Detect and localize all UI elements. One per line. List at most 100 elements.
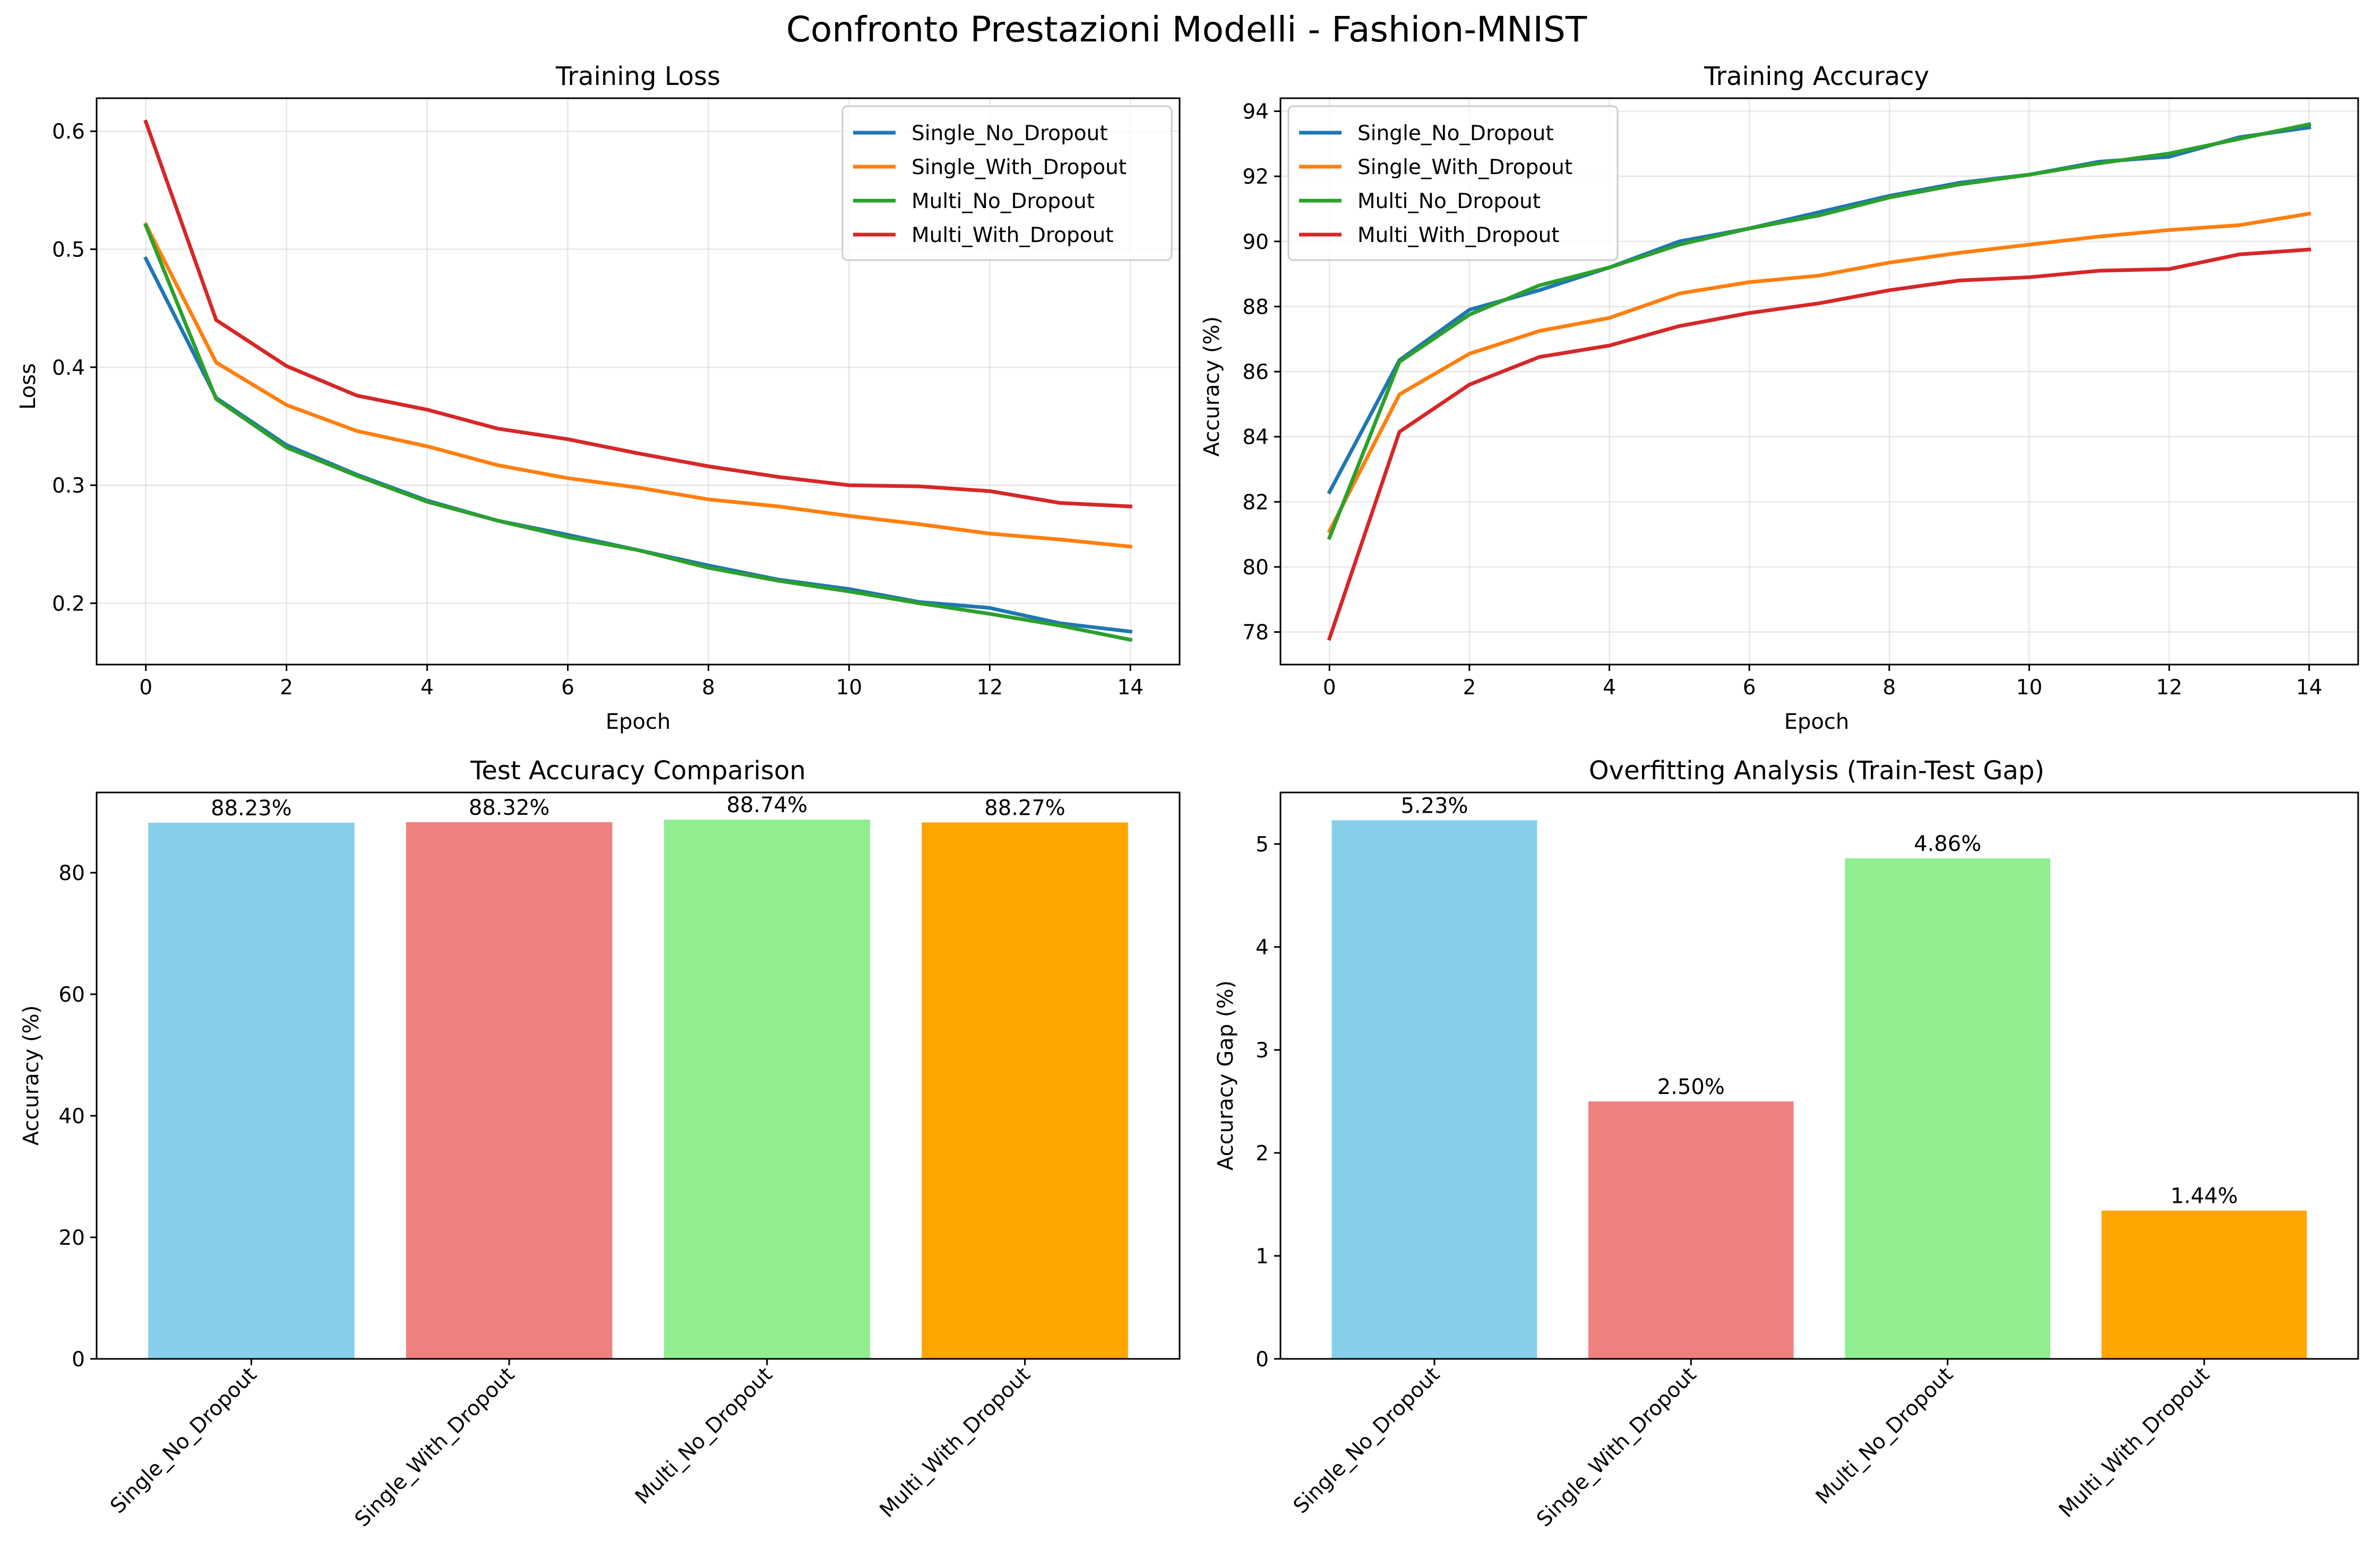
overfitting-ylabel: Accuracy Gap (%) (1214, 980, 1238, 1170)
loss-series-single-no-dropout (143, 256, 1133, 634)
test-accuracy-y-tick-label: 0 (72, 1348, 85, 1372)
accuracy-y-tick-label: 90 (1242, 230, 1269, 254)
overfitting-bar-value-label: 2.50% (1657, 1075, 1725, 1099)
accuracy-y-tick-label: 86 (1242, 360, 1269, 384)
loss-x-tick-label: 14 (1117, 676, 1143, 700)
accuracy-x-tick-label: 4 (1603, 676, 1616, 700)
accuracy-x-tick-label: 8 (1882, 676, 1896, 700)
accuracy-series-single-with-dropout (1327, 211, 2311, 534)
training-accuracy-ylabel: Accuracy (%) (1200, 316, 1224, 457)
accuracy-legend-label: Single_No_Dropout (1357, 122, 1554, 145)
loss-legend-label: Single_With_Dropout (912, 156, 1127, 179)
overfitting-x-tick-label: Multi_With_Dropout (2054, 1363, 2214, 1522)
training-loss-ylabel: Loss (16, 363, 40, 410)
training-accuracy-xlabel: Epoch (1784, 710, 1849, 734)
test-accuracy-bar-multi-with-dropout (922, 822, 1128, 1359)
overfitting-bar-multi-with-dropout (2101, 1210, 2307, 1359)
accuracy-legend-label: Multi_No_Dropout (1357, 189, 1541, 213)
overfitting-y-tick-label: 5 (1256, 833, 1269, 857)
loss-x-tick-label: 10 (836, 676, 863, 700)
test-accuracy-x-tick-label: Multi_With_Dropout (875, 1363, 1035, 1522)
test-accuracy-bar-value-label: 88.74% (727, 793, 808, 817)
overfitting-bar-single-with-dropout (1588, 1101, 1794, 1359)
test-accuracy-bar-single-with-dropout (406, 822, 613, 1359)
accuracy-y-tick-label: 94 (1242, 100, 1269, 124)
overfitting-x-tick-label: Single_With_Dropout (1532, 1363, 1701, 1531)
test-accuracy-bar-value-label: 88.32% (469, 796, 550, 820)
overfitting-bar-value-label: 4.86% (1914, 832, 1981, 856)
accuracy-series-multi-no-dropout (1327, 122, 2311, 540)
overfitting-plot-frame (1279, 791, 2359, 1360)
test-accuracy-plot-frame (96, 791, 1181, 1360)
accuracy-y-tick-label: 78 (1242, 621, 1269, 645)
overfitting-bar-multi-no-dropout (1845, 858, 2050, 1359)
loss-legend-label: Multi_With_Dropout (912, 223, 1114, 247)
training-accuracy-title: Training Accuracy (1704, 62, 1929, 91)
loss-y-tick-label: 0.6 (52, 120, 85, 144)
loss-x-tick-label: 0 (139, 676, 152, 700)
training-loss-panel: Training Loss Epoch Loss 0 2 4 6 8 10 12 14 0.2 0… (16, 62, 1181, 734)
loss-x-tick-label: 2 (280, 676, 293, 700)
loss-y-tick-label: 0.3 (52, 474, 85, 498)
accuracy-y-tick-label: 84 (1242, 426, 1269, 450)
loss-y-tick-label: 0.4 (52, 356, 85, 380)
accuracy-legend-label: Multi_With_Dropout (1357, 223, 1560, 247)
loss-legend-label: Single_No_Dropout (912, 122, 1108, 145)
loss-x-tick-label: 4 (420, 676, 434, 700)
test-accuracy-y-tick-label: 60 (58, 983, 85, 1007)
overfitting-y-tick-label: 0 (1256, 1348, 1269, 1372)
loss-y-tick-label: 0.5 (52, 238, 85, 262)
accuracy-legend-box (1287, 105, 1619, 261)
overfitting-x-tick-label: Multi_No_Dropout (1811, 1363, 1958, 1509)
overfitting-x-tick-label: Single_No_Dropout (1289, 1363, 1445, 1518)
overfitting-y-tick-label: 1 (1256, 1245, 1269, 1269)
test-accuracy-y-tick-label: 40 (58, 1105, 85, 1128)
accuracy-x-tick-label: 0 (1323, 676, 1336, 700)
training-loss-xlabel: Epoch (606, 710, 670, 734)
accuracy-y-tick-label: 80 (1242, 556, 1269, 580)
test-accuracy-y-tick-label: 80 (58, 861, 85, 885)
overfitting-panel: Overfitting Analysis (Train-Test Gap) Ac… (1214, 756, 2359, 1532)
overfitting-y-tick-label: 4 (1256, 936, 1269, 960)
test-accuracy-bar-single-no-dropout (148, 822, 355, 1359)
accuracy-x-tick-label: 6 (1743, 676, 1756, 700)
loss-legend-box (841, 105, 1173, 261)
overfitting-bar-value-label: 1.44% (2170, 1184, 2238, 1209)
overfitting-y-tick-label: 2 (1256, 1142, 1269, 1166)
loss-x-tick-label: 8 (702, 676, 715, 700)
loss-x-tick-label: 12 (977, 676, 1003, 700)
overfitting-bar-single-no-dropout (1331, 820, 1537, 1359)
loss-series-multi-with-dropout (143, 119, 1132, 509)
test-accuracy-bar-value-label: 88.27% (984, 796, 1065, 820)
accuracy-y-tick-label: 88 (1242, 295, 1269, 319)
loss-series-multi-no-dropout (143, 223, 1133, 642)
test-accuracy-x-tick-label: Multi_No_Dropout (631, 1363, 777, 1509)
loss-x-tick-label: 6 (561, 676, 574, 700)
accuracy-x-tick-label: 2 (1463, 676, 1476, 700)
test-accuracy-panel: Test Accuracy Comparison Accuracy (%) 88… (19, 756, 1181, 1532)
training-accuracy-panel: Training Accuracy Epoch Accuracy (%) 0 2 4… (1200, 62, 2359, 734)
accuracy-x-tick-label: 10 (2016, 676, 2043, 700)
accuracy-x-tick-label: 12 (2156, 676, 2182, 700)
test-accuracy-x-tick-label: Single_With_Dropout (350, 1363, 519, 1531)
accuracy-y-tick-label: 82 (1242, 490, 1269, 514)
test-accuracy-bar-multi-no-dropout (664, 820, 871, 1359)
overfitting-y-tick-label: 3 (1256, 1039, 1269, 1063)
overfitting-bar-value-label: 5.23% (1400, 794, 1468, 818)
loss-legend-label: Multi_No_Dropout (912, 189, 1095, 213)
test-accuracy-x-tick-label: Single_No_Dropout (106, 1363, 261, 1518)
loss-plot-frame (96, 97, 1181, 666)
loss-legend: Single_No_Dropout Single_With_Dropout Mult… (841, 105, 1173, 261)
test-accuracy-bar-value-label: 88.23% (211, 796, 292, 821)
training-loss-title: Training Loss (555, 62, 720, 91)
loss-y-tick-label: 0.2 (52, 592, 85, 616)
accuracy-legend-label: Single_With_Dropout (1357, 156, 1572, 179)
test-accuracy-y-tick-label: 20 (58, 1226, 85, 1250)
accuracy-x-tick-label: 14 (2296, 676, 2323, 700)
accuracy-plot-frame (1279, 97, 2359, 666)
overfitting-title: Overfitting Analysis (Train-Test Gap) (1589, 756, 2044, 786)
test-accuracy-ylabel: Accuracy (%) (19, 1005, 44, 1146)
accuracy-legend: Single_No_Dropout Single_With_Dropout Mult… (1287, 105, 1619, 261)
figure-title: Confronto Prestazioni Modelli - Fashion-… (786, 9, 1587, 50)
